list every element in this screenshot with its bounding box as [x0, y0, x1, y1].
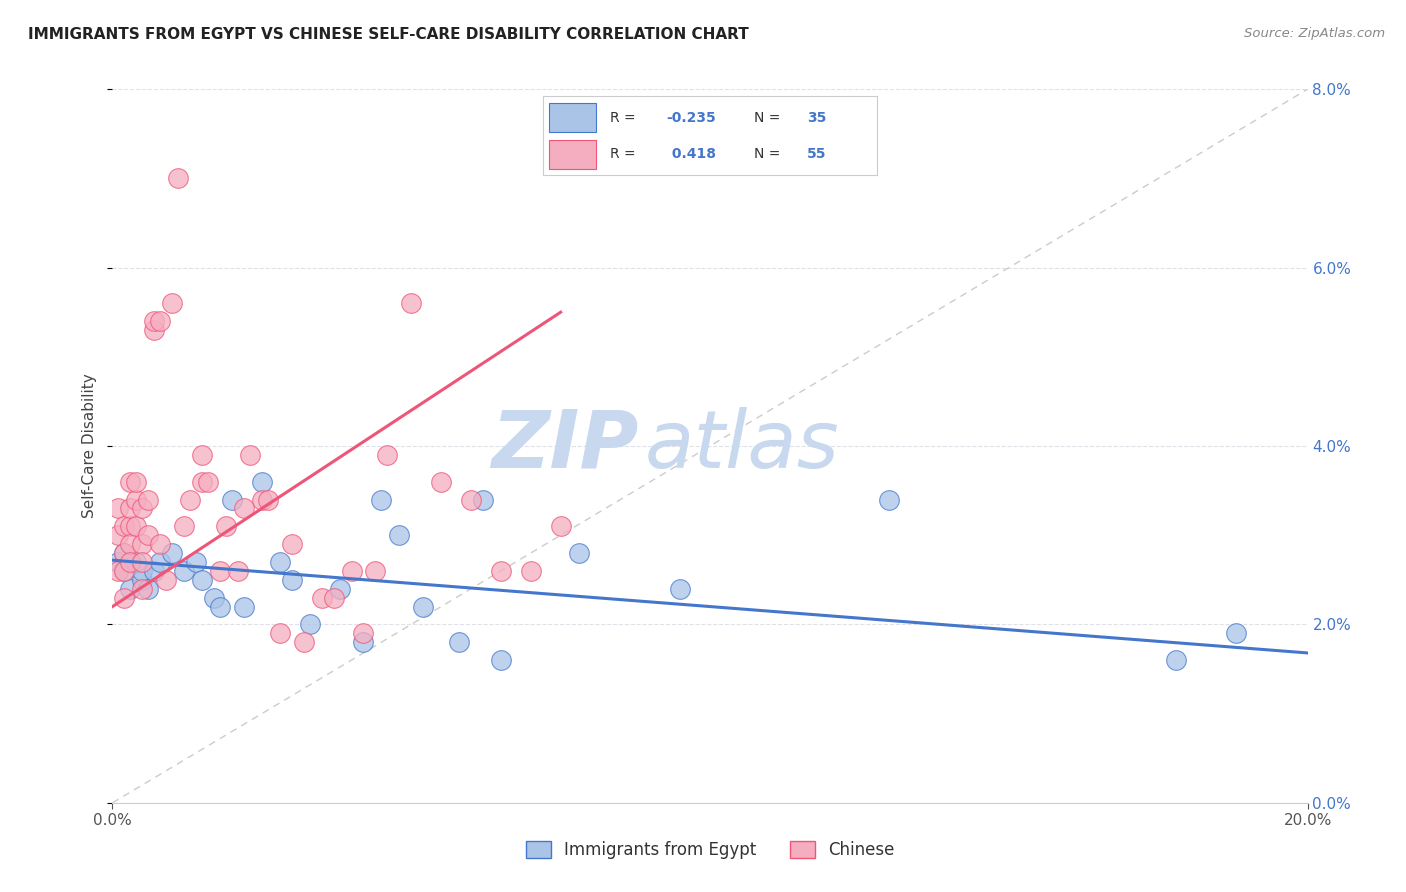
Point: [138, 528, 160, 542]
Point: [114, 546, 135, 560]
Point: [281, 573, 304, 587]
Point: [352, 626, 374, 640]
Point: [447, 635, 470, 649]
Point: [197, 475, 219, 489]
Point: [143, 314, 166, 328]
Point: [131, 501, 153, 516]
Point: [125, 492, 148, 507]
Point: [114, 564, 135, 578]
Point: [489, 564, 512, 578]
Point: [377, 448, 399, 462]
Legend: Immigrants from Egypt, Chinese: Immigrants from Egypt, Chinese: [519, 834, 901, 866]
Text: Source: ZipAtlas.com: Source: ZipAtlas.com: [1244, 27, 1385, 40]
Point: [567, 546, 591, 560]
Y-axis label: Self-Care Disability: Self-Care Disability: [82, 374, 97, 518]
Point: [120, 519, 142, 533]
Point: [138, 582, 160, 596]
Point: [328, 582, 352, 596]
Point: [322, 591, 344, 605]
Point: [388, 528, 411, 542]
Point: [298, 617, 321, 632]
Point: [257, 492, 280, 507]
Point: [520, 564, 543, 578]
Point: [107, 501, 129, 516]
Point: [155, 573, 177, 587]
Point: [162, 546, 183, 560]
Point: [489, 653, 512, 667]
Point: [208, 599, 231, 614]
Text: atlas: atlas: [644, 407, 839, 485]
Point: [250, 492, 273, 507]
Point: [1225, 626, 1247, 640]
Point: [215, 519, 238, 533]
Point: [340, 564, 363, 578]
Text: IMMIGRANTS FROM EGYPT VS CHINESE SELF-CARE DISABILITY CORRELATION CHART: IMMIGRANTS FROM EGYPT VS CHINESE SELF-CA…: [28, 27, 749, 42]
Point: [107, 555, 129, 569]
Point: [125, 519, 148, 533]
Point: [125, 475, 148, 489]
Point: [107, 528, 129, 542]
Point: [1164, 653, 1187, 667]
Point: [143, 323, 166, 337]
Text: ZIP: ZIP: [491, 407, 638, 485]
Point: [208, 564, 231, 578]
Point: [311, 591, 333, 605]
Point: [138, 492, 160, 507]
Point: [107, 564, 129, 578]
Point: [669, 582, 692, 596]
Point: [114, 519, 135, 533]
Point: [226, 564, 249, 578]
Point: [269, 555, 291, 569]
Point: [114, 564, 135, 578]
Point: [550, 519, 572, 533]
Point: [131, 555, 153, 569]
Point: [149, 555, 172, 569]
Point: [239, 448, 262, 462]
Point: [149, 314, 172, 328]
Point: [114, 591, 135, 605]
Point: [364, 564, 387, 578]
Point: [179, 492, 201, 507]
Point: [149, 537, 172, 551]
Point: [125, 555, 148, 569]
Point: [120, 582, 142, 596]
Point: [120, 501, 142, 516]
Point: [430, 475, 453, 489]
Point: [232, 599, 256, 614]
Point: [131, 582, 153, 596]
Point: [191, 475, 214, 489]
Point: [232, 501, 256, 516]
Point: [167, 171, 190, 186]
Point: [162, 296, 183, 310]
Point: [370, 492, 392, 507]
Point: [412, 599, 434, 614]
Point: [120, 555, 142, 569]
Point: [191, 448, 214, 462]
Point: [186, 555, 208, 569]
Point: [131, 573, 153, 587]
Point: [173, 519, 195, 533]
Point: [131, 564, 153, 578]
Point: [202, 591, 225, 605]
Point: [281, 537, 304, 551]
Point: [114, 546, 135, 560]
Point: [401, 296, 423, 310]
Point: [877, 492, 901, 507]
Point: [472, 492, 495, 507]
Point: [269, 626, 291, 640]
Point: [292, 635, 315, 649]
Point: [173, 564, 195, 578]
Point: [352, 635, 374, 649]
Point: [120, 475, 142, 489]
Point: [131, 537, 153, 551]
Point: [250, 475, 273, 489]
Point: [221, 492, 243, 507]
Point: [191, 573, 214, 587]
Point: [143, 564, 166, 578]
Point: [120, 537, 142, 551]
Point: [460, 492, 482, 507]
